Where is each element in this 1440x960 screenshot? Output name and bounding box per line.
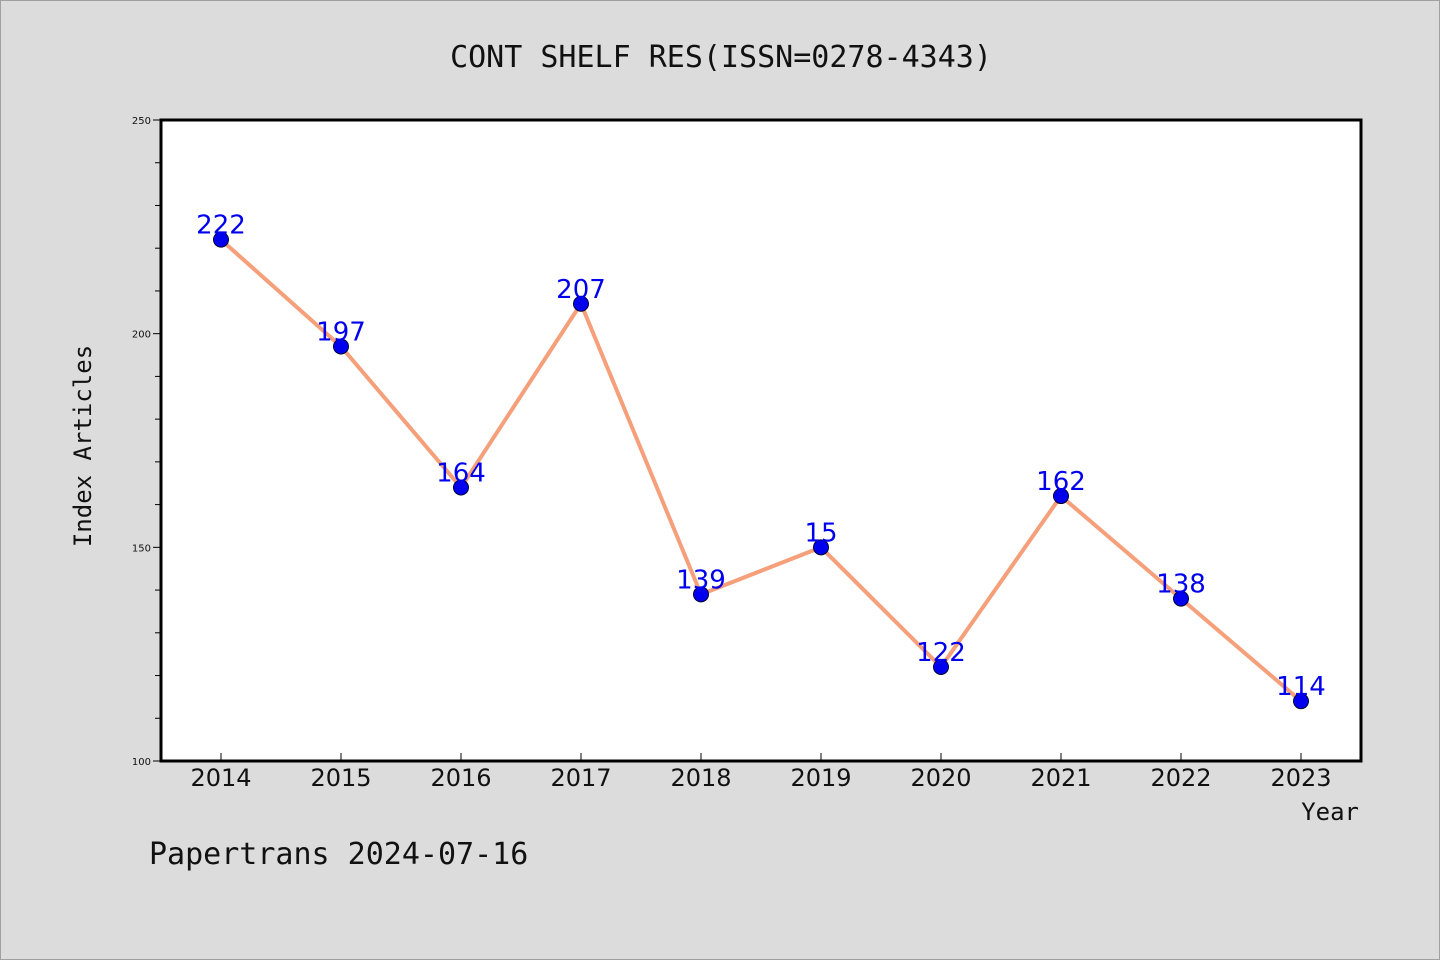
data-label: 164 — [436, 459, 486, 489]
footer-credit: Papertrans 2024-07-16 — [149, 837, 528, 872]
data-labels: 222 197 164 207 139 15 122 162 138 114 — [196, 211, 1326, 703]
data-label: 197 — [316, 317, 366, 347]
series-articles — [213, 231, 1309, 710]
data-point — [933, 658, 949, 675]
x-tick-label: 2015 — [310, 764, 371, 792]
data-point — [693, 586, 709, 603]
data-label: 122 — [916, 638, 966, 668]
data-point — [1053, 488, 1069, 505]
x-tick-label: 2016 — [430, 764, 491, 792]
y-axis: 100 150 200 250 — [132, 116, 161, 768]
data-label: 162 — [1036, 467, 1086, 497]
x-tick-label: 2021 — [1030, 764, 1091, 792]
data-point — [573, 295, 589, 312]
data-label: 207 — [556, 275, 606, 305]
x-axis-title: Year — [1301, 798, 1359, 826]
y-tick-label: 250 — [132, 116, 151, 127]
x-tick-label: 2014 — [190, 764, 251, 792]
y-axis-title: Index Articles — [69, 345, 97, 547]
data-point — [453, 479, 469, 496]
data-point — [1293, 693, 1309, 710]
data-point — [333, 338, 349, 355]
x-tick-label: 2017 — [550, 764, 611, 792]
y-tick-label: 100 — [132, 757, 151, 768]
data-label: 222 — [196, 211, 246, 241]
x-axis: 2014 2015 2016 2017 2018 2019 2020 2021 2022 2023 — [190, 753, 1332, 792]
data-label: 139 — [676, 565, 726, 595]
data-label: 114 — [1276, 672, 1326, 702]
series-line — [219, 237, 1303, 704]
x-tick-label: 2019 — [790, 764, 851, 792]
x-tick-label: 2018 — [670, 764, 731, 792]
data-label: 15 — [804, 518, 837, 548]
plot-area — [159, 118, 1363, 763]
y-tick-label: 200 — [132, 330, 151, 341]
data-label: 138 — [1156, 570, 1206, 600]
data-point — [213, 231, 229, 248]
data-point — [813, 539, 829, 556]
x-tick-label: 2022 — [1150, 764, 1211, 792]
y-tick-label: 150 — [132, 543, 151, 554]
data-point — [1173, 590, 1189, 607]
x-tick-label: 2020 — [910, 764, 971, 792]
x-tick-label: 2023 — [1270, 764, 1331, 792]
chart-title: CONT SHELF RES(ISSN=0278-4343) — [450, 40, 992, 75]
